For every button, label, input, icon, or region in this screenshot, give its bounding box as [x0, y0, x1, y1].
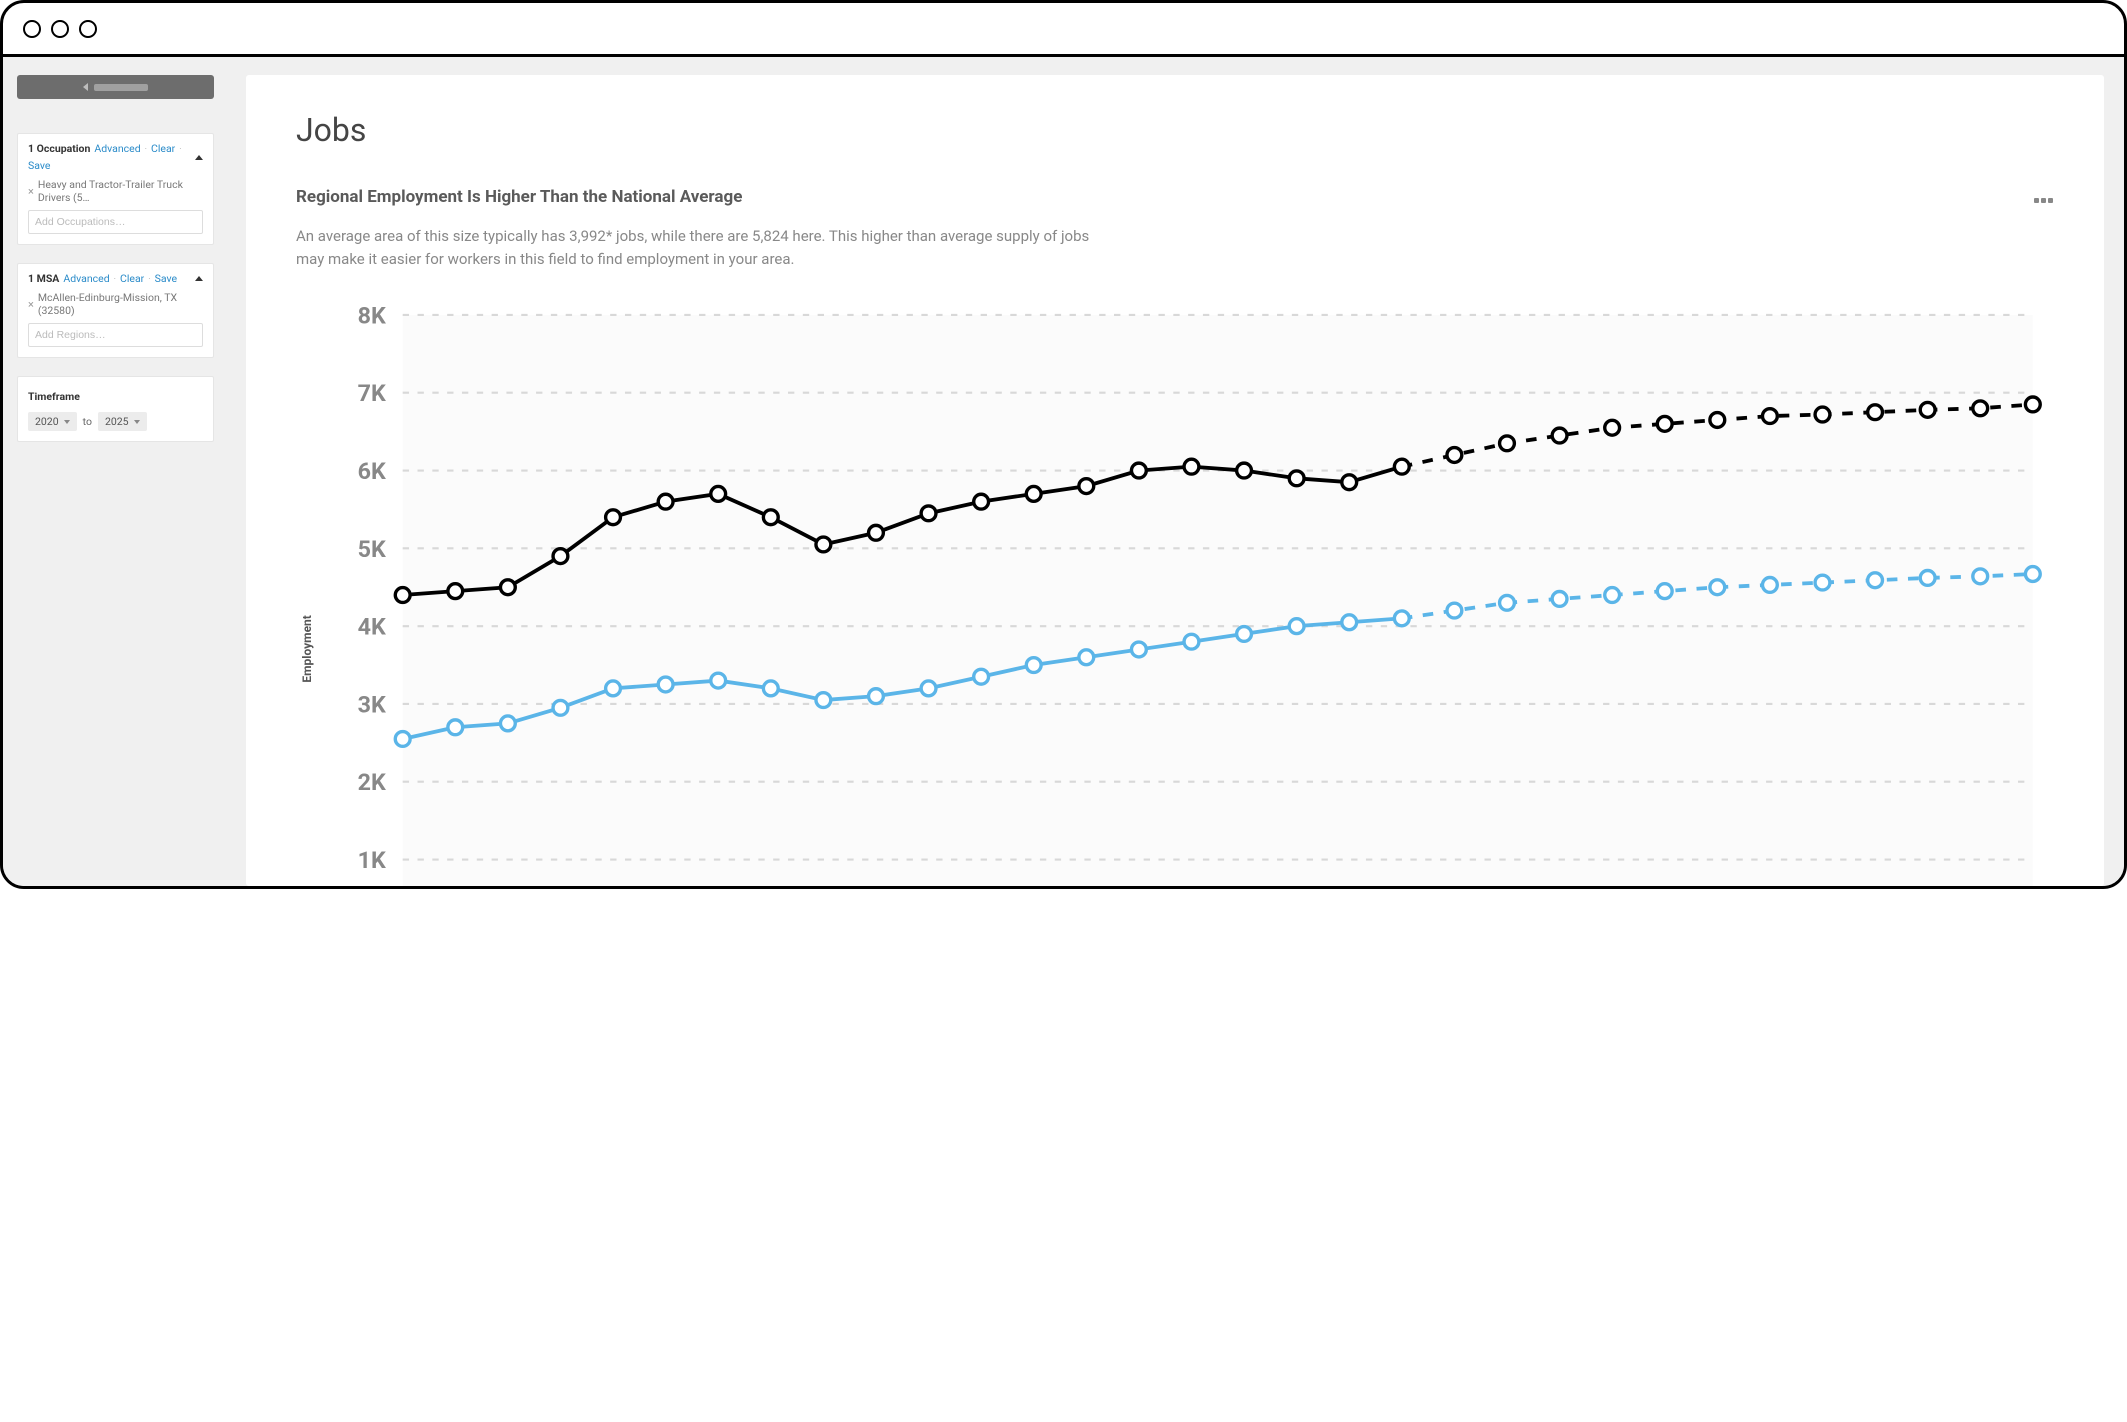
occupation-chip[interactable]: × Heavy and Tractor-Trailer Truck Driver… [28, 178, 203, 204]
occupation-panel-header: 1 Occupation Advanced · Clear · Save [28, 142, 203, 172]
browser-chrome [3, 3, 2124, 57]
msa-advanced-link[interactable]: Advanced [63, 272, 109, 285]
occupation-chip-label: Heavy and Tractor-Trailer Truck Drivers … [38, 178, 203, 204]
timeframe-title: Timeframe [28, 390, 80, 403]
svg-text:6K: 6K [358, 457, 386, 485]
occupation-clear-link[interactable]: Clear [151, 142, 175, 155]
chevron-down-icon [134, 420, 140, 424]
msa-panel: 1 MSA Advanced · Clear · Save × McAllen-… [17, 263, 214, 358]
chevron-down-icon [64, 420, 70, 424]
timeframe-panel: Timeframe 2020 to 2025 [17, 376, 214, 442]
occupation-advanced-link[interactable]: Advanced [94, 142, 140, 155]
chart-svg: 0K1K2K3K4K5K6K7K8K2001200320052007200920… [318, 298, 2054, 887]
timeframe-to-label: to [83, 415, 92, 428]
chevron-up-icon[interactable] [195, 155, 203, 160]
traffic-light-zoom[interactable] [79, 20, 97, 38]
occupation-save-link[interactable]: Save [28, 159, 50, 172]
svg-text:1K: 1K [358, 846, 386, 874]
svg-text:4K: 4K [358, 612, 386, 640]
traffic-light-close[interactable] [23, 20, 41, 38]
chart-y-axis-label: Employment [296, 298, 318, 887]
section-title: Regional Employment Is Higher Than the N… [296, 187, 742, 207]
page-title: Jobs [296, 111, 2054, 149]
section-description: An average area of this size typically h… [296, 225, 1096, 272]
timeframe-from-select[interactable]: 2020 [28, 412, 77, 431]
add-region-input[interactable] [28, 323, 203, 347]
msa-clear-link[interactable]: Clear [120, 272, 144, 285]
msa-chip[interactable]: × McAllen-Edinburg-Mission, TX (32580) [28, 291, 203, 317]
section-header: Regional Employment Is Higher Than the N… [296, 187, 2054, 207]
app-body: 1 Occupation Advanced · Clear · Save × H… [3, 57, 2124, 886]
employment-chart: Employment 0K1K2K3K4K5K6K7K8K20012003200… [296, 298, 2054, 887]
svg-text:2K: 2K [358, 768, 386, 796]
occupation-panel: 1 Occupation Advanced · Clear · Save × H… [17, 133, 214, 245]
more-options-icon[interactable] [2033, 188, 2054, 207]
msa-save-link[interactable]: Save [155, 272, 177, 285]
sidebar-collapse-stub [94, 84, 148, 91]
browser-frame: 1 Occupation Advanced · Clear · Save × H… [0, 0, 2127, 889]
remove-icon[interactable]: × [28, 185, 34, 198]
svg-text:8K: 8K [358, 301, 386, 329]
remove-icon[interactable]: × [28, 298, 34, 311]
svg-text:7K: 7K [358, 379, 386, 407]
traffic-lights [23, 20, 97, 38]
add-occupation-input[interactable] [28, 210, 203, 234]
main-area: Jobs Regional Employment Is Higher Than … [228, 57, 2124, 886]
msa-panel-title: 1 MSA [28, 272, 59, 285]
svg-text:3K: 3K [358, 690, 386, 718]
main-card: Jobs Regional Employment Is Higher Than … [246, 75, 2104, 886]
svg-text:5K: 5K [358, 534, 386, 562]
chevron-up-icon[interactable] [195, 276, 203, 281]
sidebar-collapse-bar[interactable] [17, 75, 214, 99]
timeframe-from-value: 2020 [35, 415, 59, 428]
timeframe-to-select[interactable]: 2025 [98, 412, 147, 431]
msa-chip-label: McAllen-Edinburg-Mission, TX (32580) [38, 291, 203, 317]
chevron-left-icon [83, 83, 88, 91]
msa-panel-header: 1 MSA Advanced · Clear · Save [28, 272, 203, 285]
occupation-panel-title: 1 Occupation [28, 142, 90, 155]
timeframe-to-value: 2025 [105, 415, 129, 428]
sidebar: 1 Occupation Advanced · Clear · Save × H… [3, 57, 228, 886]
traffic-light-minimize[interactable] [51, 20, 69, 38]
